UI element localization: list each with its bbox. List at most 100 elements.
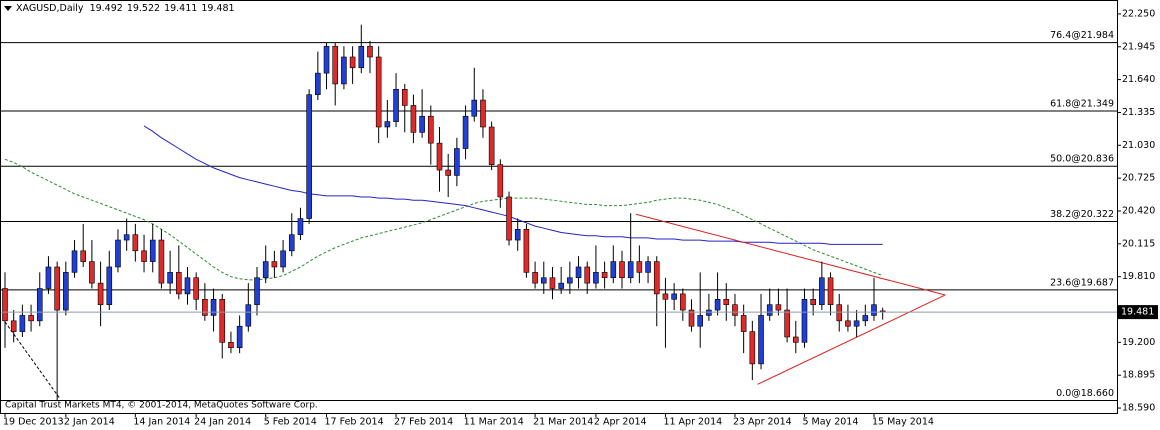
trendline: [635, 213, 946, 296]
candle-body: [123, 234, 130, 241]
candle-body: [393, 89, 399, 122]
y-tick-label: 19.200: [1122, 337, 1155, 348]
candle-body: [341, 56, 347, 85]
candle-body: [202, 298, 208, 316]
candle-body: [775, 304, 782, 311]
candle-body: [749, 331, 756, 365]
candle-body: [766, 304, 773, 316]
candle-body: [184, 277, 191, 295]
candle-body: [80, 250, 87, 262]
candle-body: [323, 45, 330, 74]
candle-body: [627, 261, 634, 279]
plot-frame: [0, 0, 1118, 414]
candle-body: [384, 121, 391, 128]
candle-body: [149, 239, 156, 262]
candle-body: [688, 309, 695, 327]
x-tick-label: 19 Dec 2013: [3, 417, 64, 428]
trendline: [757, 294, 946, 385]
candle-body: [471, 99, 478, 117]
level-label: 61.8@21.349: [1050, 98, 1114, 109]
copyright: Capital Trust Markets MT4, © 2001-2014, …: [5, 401, 318, 411]
candle-body: [436, 142, 443, 171]
candle-body: [697, 315, 704, 327]
candle-body: [315, 72, 321, 95]
candle-body: [2, 288, 8, 322]
y-tick-label: 19.810: [1122, 271, 1155, 282]
x-tick-label: 23 Apr 2014: [733, 417, 792, 428]
x-tick-label: 27 Feb 2014: [394, 417, 453, 428]
candle-body: [271, 261, 278, 268]
candle-body: [19, 315, 26, 332]
level-label: 23.6@19.687: [1050, 277, 1114, 288]
candle-body: [306, 94, 312, 219]
price-box: [1118, 305, 1158, 320]
y-tick-label: 21.030: [1122, 140, 1155, 151]
x-tick-label: 21 Mar 2014: [533, 417, 593, 428]
candle-body: [714, 298, 721, 311]
candle-body: [680, 293, 686, 311]
open-price: 19.492: [90, 3, 123, 14]
candle-body: [540, 277, 547, 284]
candle-body: [28, 315, 34, 322]
price-box-label: 19.481: [1121, 307, 1154, 318]
candle-body: [610, 261, 617, 279]
candle-body: [819, 277, 825, 305]
moving-average: [4, 158, 883, 281]
candle-body: [514, 228, 521, 241]
candle-body: [254, 277, 260, 305]
candle-body: [228, 342, 234, 349]
candle-body: [280, 250, 286, 268]
candle-body: [132, 234, 139, 252]
x-tick-label: 11 Mar 2014: [464, 417, 524, 428]
candle-body: [262, 261, 269, 279]
candle-body: [758, 315, 764, 365]
candle-body: [63, 272, 69, 311]
candle-body: [488, 126, 495, 165]
candle-body: [428, 115, 434, 144]
candle-body: [167, 272, 173, 284]
x-tick-label: 24 Jan 2014: [194, 417, 251, 428]
candle-body: [210, 298, 217, 316]
candle-body: [54, 266, 60, 311]
candle-body: [645, 261, 651, 273]
candle-body: [349, 56, 356, 69]
candle-body: [723, 298, 730, 305]
candle-body: [454, 148, 460, 176]
candle-body: [558, 282, 564, 289]
menu-arrow[interactable]: [4, 6, 12, 11]
candle-body: [106, 266, 113, 305]
candle-body: [732, 304, 738, 316]
level-label: 0.0@18.660: [1056, 388, 1114, 399]
high-price: 19.522: [127, 3, 160, 14]
candle-body: [193, 277, 199, 300]
candle-body: [671, 293, 677, 300]
y-tick-label: 22.250: [1122, 8, 1155, 19]
low-price: 19.411: [164, 3, 197, 14]
symbol: XAGUSD,Daily: [16, 3, 84, 14]
candle-body: [593, 272, 599, 284]
candle-body: [706, 309, 712, 316]
x-tick-label: 11 Apr 2014: [663, 417, 722, 428]
candle-body: [862, 315, 869, 322]
y-tick-label: 20.115: [1122, 238, 1155, 249]
candle-body: [567, 277, 573, 284]
candle-body: [419, 115, 425, 133]
level-label: 38.2@20.322: [1050, 209, 1114, 220]
candle-body: [619, 261, 625, 279]
x-tick-label: 14 Jan 2014: [133, 417, 190, 428]
candle-body: [810, 298, 816, 305]
candle-body: [584, 266, 591, 284]
chart-header: XAGUSD,Daily 19.492 19.522 19.411 19.481: [16, 3, 235, 14]
candle-body: [662, 293, 669, 300]
candle-body: [375, 56, 382, 128]
candle-body: [871, 304, 877, 316]
candle-body: [480, 99, 486, 128]
candle-body: [523, 228, 530, 273]
candle-body: [236, 325, 243, 349]
candle-body: [845, 320, 851, 327]
candle-body: [653, 261, 660, 295]
y-tick-label: 18.895: [1122, 370, 1155, 381]
level-label: 50.0@20.836: [1050, 154, 1114, 165]
